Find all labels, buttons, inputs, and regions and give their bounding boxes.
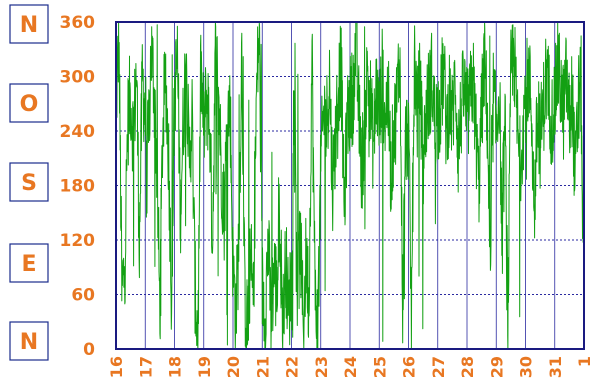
direction-letter: N <box>20 13 38 38</box>
direction-label: E <box>9 243 49 283</box>
direction-label: O <box>9 83 49 123</box>
x-tick-label: 24 <box>341 356 360 378</box>
series-line <box>115 21 585 350</box>
direction-letter: O <box>20 92 39 117</box>
plot-frame <box>115 21 585 350</box>
direction-box <box>9 83 49 123</box>
x-tick-label: 1 <box>575 356 593 367</box>
direction-label: N <box>9 321 49 361</box>
x-tick-label: 22 <box>283 356 302 378</box>
x-tick-label: 17 <box>136 356 155 378</box>
x-tick-label: 27 <box>429 356 448 378</box>
y-tick-label: 0 <box>83 340 95 360</box>
x-tick-labels: 16 17 18 19 20 21 22 23 24 25 26 27 28 29 30 31 1 <box>107 356 593 378</box>
y-tick-label: 360 <box>60 13 96 33</box>
x-tick-label: 28 <box>458 356 477 378</box>
x-tick-label: 30 <box>517 356 536 378</box>
direction-label: S <box>9 162 49 202</box>
x-tick-label: 26 <box>400 356 419 378</box>
direction-box <box>9 243 49 283</box>
direction-label: N <box>9 4 49 44</box>
y-tick-label: 120 <box>60 231 96 251</box>
y-tick-label: 180 <box>60 177 96 197</box>
x-tick-label: 23 <box>312 356 331 378</box>
series-layer <box>115 21 585 350</box>
direction-box <box>9 162 49 202</box>
x-tick-label: 29 <box>487 356 506 378</box>
y-tick-label: 300 <box>60 68 96 88</box>
direction-letter: N <box>20 330 38 355</box>
x-tick-label: 25 <box>370 356 389 378</box>
y-tick-labels: 0 60 120 180 240 300 360 <box>60 13 96 360</box>
x-tick-label: 21 <box>253 356 272 378</box>
y-tick-label: 60 <box>71 286 95 306</box>
direction-box <box>9 4 49 44</box>
x-tick-label: 31 <box>546 356 565 378</box>
direction-labels: N O S E N <box>9 4 49 361</box>
direction-letter: E <box>21 252 36 277</box>
direction-letter: S <box>21 171 37 196</box>
x-tick-label: 18 <box>166 356 185 378</box>
x-tick-label: 20 <box>224 356 243 378</box>
y-tick-label: 240 <box>60 122 96 142</box>
x-tick-label: 19 <box>195 356 214 378</box>
x-tick-label: 16 <box>107 356 126 378</box>
direction-box <box>9 321 49 361</box>
